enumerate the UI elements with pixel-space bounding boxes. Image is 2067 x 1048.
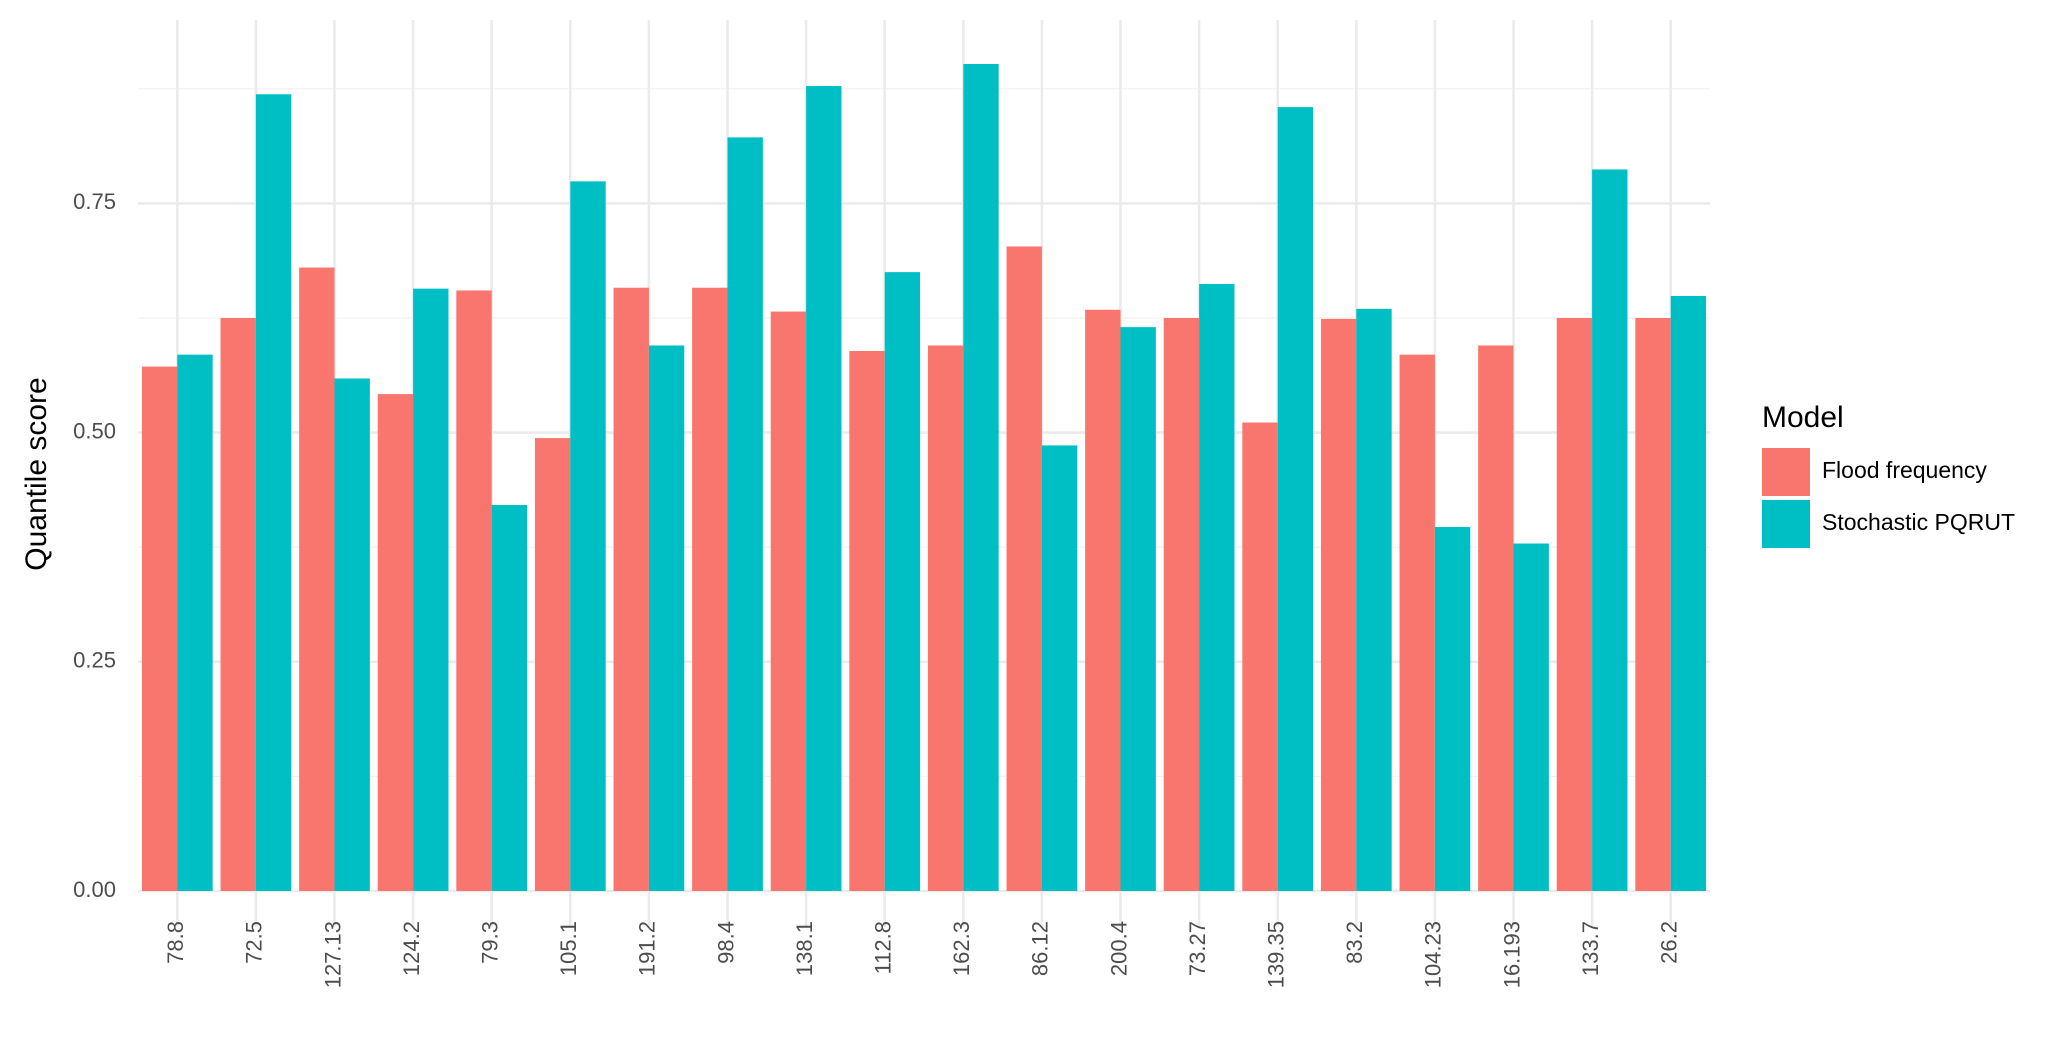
x-tick-label: 127.13 bbox=[320, 921, 345, 988]
bar bbox=[141, 366, 178, 892]
x-tick-label: 16.193 bbox=[1499, 921, 1524, 988]
bar bbox=[456, 290, 492, 892]
y-axis-title: Quantile score bbox=[20, 377, 53, 570]
bar bbox=[1120, 327, 1156, 892]
bar bbox=[806, 86, 842, 891]
x-tick-label: 79.3 bbox=[478, 921, 503, 964]
x-tick-label: 200.4 bbox=[1106, 921, 1131, 976]
bar bbox=[570, 181, 606, 892]
legend-label: Stochastic PQRUT bbox=[1822, 509, 2015, 535]
legend-label: Flood frequency bbox=[1822, 457, 1987, 483]
bar bbox=[1635, 317, 1671, 891]
bar bbox=[1199, 284, 1235, 891]
bar bbox=[1356, 308, 1392, 891]
bar bbox=[648, 345, 685, 891]
bar bbox=[177, 354, 213, 892]
bar bbox=[1670, 295, 1707, 891]
bar bbox=[334, 378, 370, 892]
y-tick-label: 0.00 bbox=[73, 877, 116, 902]
bar bbox=[220, 317, 256, 891]
bar bbox=[849, 350, 885, 892]
bar bbox=[1399, 354, 1435, 892]
bar bbox=[1242, 422, 1278, 891]
bar bbox=[963, 64, 999, 891]
y-tick-label: 0.75 bbox=[73, 189, 116, 214]
bar bbox=[299, 267, 335, 891]
bar bbox=[1592, 169, 1628, 892]
bar bbox=[1556, 317, 1593, 891]
x-tick-label: 139.35 bbox=[1264, 921, 1289, 988]
x-tick-label: 98.4 bbox=[713, 921, 738, 964]
x-tick-label: 133.7 bbox=[1578, 921, 1603, 976]
x-tick-label: 104.23 bbox=[1421, 921, 1446, 988]
bar bbox=[413, 288, 449, 891]
x-tick-label: 105.1 bbox=[556, 921, 581, 976]
legend-title: Model bbox=[1762, 401, 1844, 434]
bar bbox=[1085, 309, 1121, 891]
bar bbox=[1320, 318, 1357, 892]
legend-swatch bbox=[1762, 500, 1810, 548]
bar bbox=[1434, 527, 1471, 891]
bar bbox=[491, 505, 528, 891]
x-tick-label: 72.5 bbox=[242, 921, 267, 964]
bar bbox=[1478, 345, 1514, 891]
bar bbox=[727, 137, 763, 892]
bar bbox=[770, 311, 807, 891]
bar bbox=[377, 394, 414, 891]
bar bbox=[534, 438, 571, 891]
bar bbox=[1163, 317, 1200, 891]
x-tick-label: 73.27 bbox=[1185, 921, 1210, 976]
x-tick-label: 191.2 bbox=[635, 921, 660, 976]
bar bbox=[692, 287, 728, 891]
bar bbox=[927, 345, 964, 891]
bar bbox=[1006, 246, 1042, 891]
bar bbox=[255, 94, 292, 891]
y-tick-label: 0.50 bbox=[73, 418, 116, 443]
x-tick-label: 83.2 bbox=[1342, 921, 1367, 964]
y-tick-label: 0.25 bbox=[73, 648, 116, 673]
x-tick-label: 124.2 bbox=[399, 921, 424, 976]
x-tick-label: 112.8 bbox=[871, 921, 896, 974]
bar bbox=[613, 287, 649, 891]
x-tick-label: 162.3 bbox=[949, 921, 974, 976]
bar bbox=[1041, 445, 1078, 891]
legend-swatch bbox=[1762, 448, 1810, 496]
bar bbox=[1513, 543, 1549, 891]
bar bbox=[1277, 107, 1314, 892]
x-tick-label: 78.8 bbox=[163, 921, 188, 964]
x-tick-label: 86.12 bbox=[1028, 921, 1053, 976]
x-tick-label: 26.2 bbox=[1657, 921, 1682, 964]
x-tick-label: 138.1 bbox=[792, 921, 817, 976]
bar bbox=[884, 272, 921, 891]
